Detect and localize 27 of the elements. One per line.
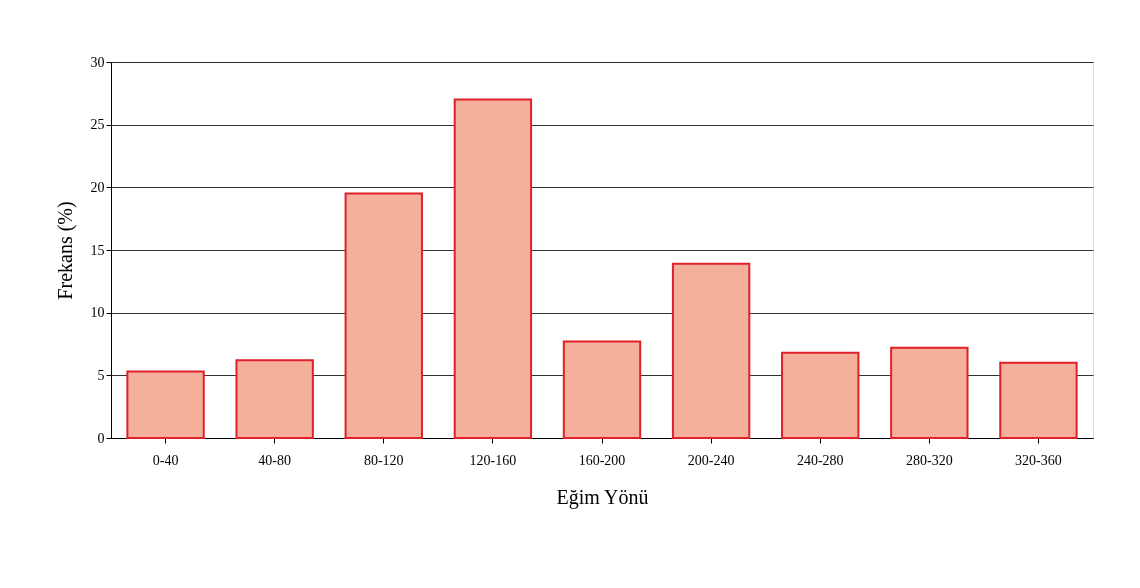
y-axis-title: Frekans (%)	[53, 201, 77, 300]
x-tick-label: 160-200	[578, 452, 626, 468]
x-tick-label: 80-120	[363, 452, 404, 468]
bar	[453, 98, 533, 439]
x-tick-label: 200-240	[687, 452, 735, 468]
y-tick-label: 15	[90, 242, 105, 258]
bar	[999, 361, 1078, 439]
y-tick-label: 0	[97, 430, 105, 446]
y-tick-label: 10	[90, 305, 105, 321]
y-tick-label: 30	[90, 54, 105, 70]
x-axis-title: Eğim Yönü	[556, 485, 649, 509]
bar	[781, 351, 860, 439]
bar	[671, 262, 751, 439]
x-tick-label: 40-80	[258, 452, 291, 468]
x-tick-label: 240-280	[796, 452, 844, 468]
y-tick-label: 5	[97, 367, 105, 383]
bar	[344, 192, 423, 439]
bar	[890, 346, 969, 439]
x-tick-label: 280-320	[906, 452, 953, 468]
bar	[126, 370, 205, 439]
x-tick-label: 320-360	[1015, 452, 1062, 468]
x-tick-label: 120-160	[469, 452, 517, 468]
bar	[562, 340, 642, 439]
y-tick-label: 20	[90, 179, 105, 195]
bar	[235, 359, 314, 439]
y-tick-label: 25	[90, 117, 105, 133]
x-tick-label: 0-40	[152, 452, 179, 468]
